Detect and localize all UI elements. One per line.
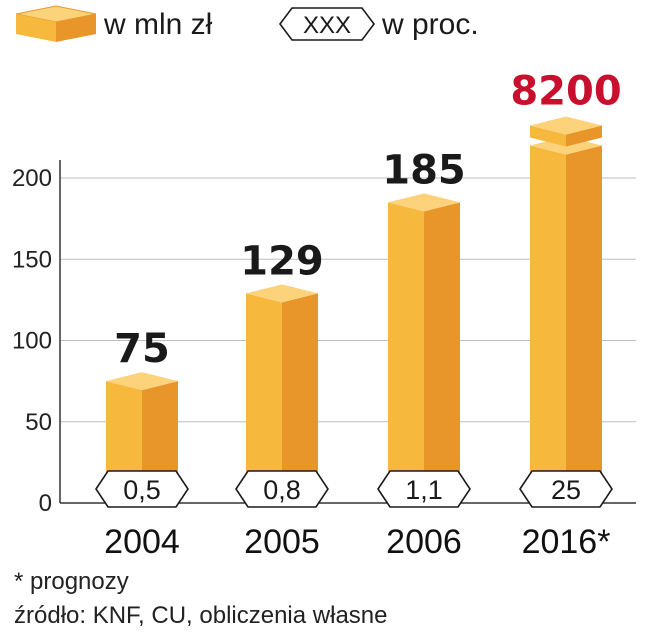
percent-badge: 0,5 [95,470,189,508]
bar [246,284,318,503]
y-tick-label: 200 [12,165,52,192]
value-label: 129 [240,238,324,284]
value-label: 185 [382,147,466,193]
category-label: 2016* [522,523,611,561]
percent-badges: 0,5 0,8 1,1 25 [95,470,613,508]
percent-badge: 1,1 [377,470,471,508]
category-label: 2004 [104,523,180,561]
value-label: 8200 [510,69,621,115]
percent-badge-shape [235,470,329,508]
legend-badge-sample: XXX [303,12,351,39]
bar-top [246,284,318,303]
percent-badge-label: 25 [551,475,581,505]
bar [530,116,602,503]
bars [106,116,602,503]
y-tick-label: 0 [39,490,52,517]
percent-badge-label: 1,1 [405,475,443,505]
category-label: 2005 [244,523,320,561]
bar-top [388,193,460,212]
percent-badge-label: 0,5 [123,475,161,505]
legend-bar-swatch [15,5,97,42]
bar-face-right [282,293,318,503]
bar-face-left [246,293,282,503]
y-tick-label: 150 [12,246,52,273]
bar-top [106,372,178,391]
legend: w mln zł XXX w proc. [15,5,479,42]
y-tick-label: 50 [25,409,52,436]
bar-face-right [424,202,460,503]
percent-badge: 25 [519,470,613,508]
percent-badge: 0,8 [235,470,329,508]
bar-break-right [566,125,602,147]
percent-badge-shape [377,470,471,508]
footnote-forecast: * prognozy [14,568,129,595]
percent-badge-label: 0,8 [263,475,301,505]
bar-face-left [530,145,566,503]
footnote-source: źródło: KNF, CU, obliczenia własne [14,602,388,629]
x-axis-labels: 2004 2005 2006 2016* [104,523,610,561]
legend-percent-badge: XXX [279,7,375,41]
percent-badge-shape [95,470,189,508]
value-labels: 75 129 185 8200 [114,69,622,373]
bar-face-left [388,202,424,503]
bar-face-right [566,145,602,503]
percent-badge-shape [519,470,613,508]
bar-break-left [530,125,566,147]
bar-break-top [530,116,602,135]
legend-badge-label: w proc. [381,8,479,41]
bar [388,193,460,503]
legend-bar-label: w mln zł [103,8,213,41]
value-label: 75 [114,326,170,372]
category-label: 2006 [386,523,462,561]
y-tick-label: 100 [12,328,52,355]
y-axis-ticks: 0 50 100 150 200 [12,160,61,517]
